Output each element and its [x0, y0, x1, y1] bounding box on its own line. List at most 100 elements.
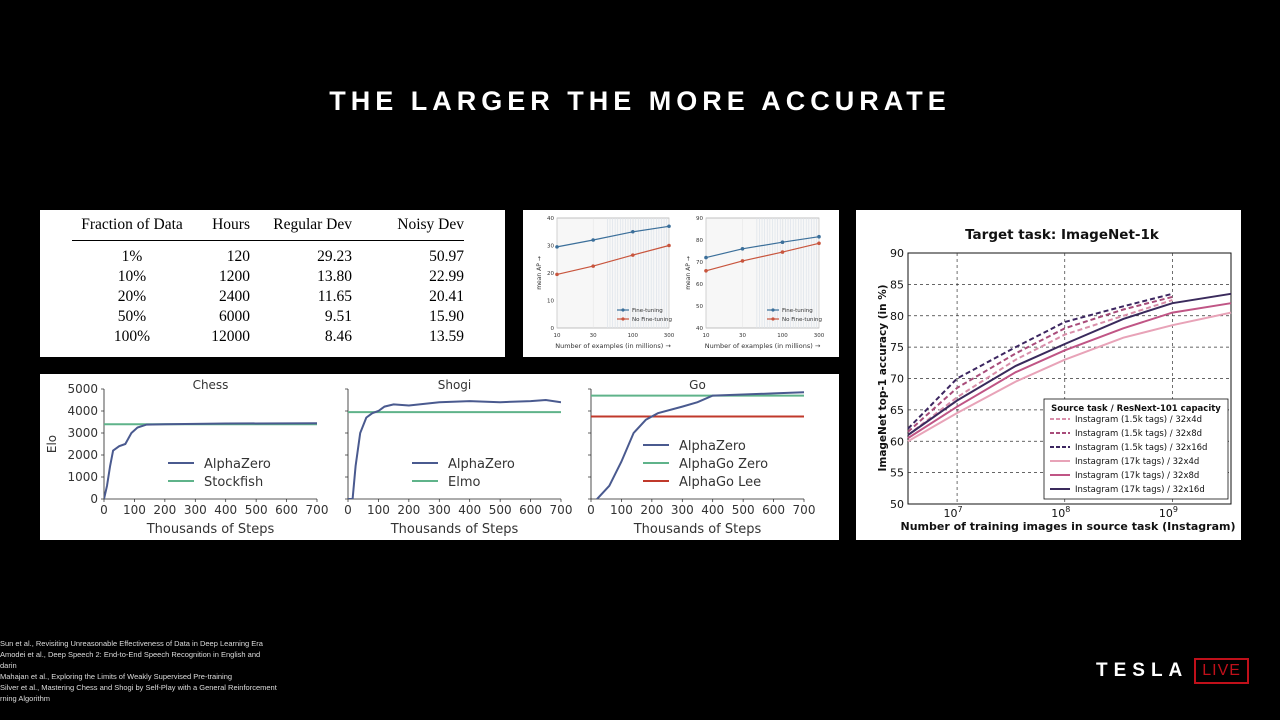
x-tick-label: 200	[153, 503, 176, 517]
legend-label: AlphaZero	[204, 457, 271, 472]
x-axis-label: Number of training images in source task…	[900, 520, 1235, 533]
series-line	[705, 242, 820, 272]
legend-title: Source task / ResNext-101 capacity	[1051, 404, 1221, 414]
legend-label: AlphaZero	[448, 457, 515, 472]
plot-area	[705, 217, 820, 329]
data-point	[817, 241, 821, 246]
y-tick-label: 2000	[67, 448, 98, 462]
detection-chart: 10 30 100 300 40 50 60 70 80 90 mean AP → Number of…	[685, 216, 825, 350]
y-tick-label: 50	[890, 498, 904, 511]
x-tick-label: 500	[245, 503, 268, 517]
series-line	[907, 292, 1173, 430]
y-tick-label: 65	[890, 404, 904, 417]
x-tick-label: 400	[214, 503, 237, 517]
x-tick-label: 107	[944, 505, 963, 520]
x-tick-label: 30	[590, 333, 597, 339]
y-tick-label: 0	[551, 326, 555, 332]
legend-marker	[771, 308, 775, 312]
x-axis-label: Thousands of Steps	[390, 522, 519, 537]
table-row: 100% 12000 8.46 13.59	[72, 327, 464, 347]
chart-title: Target task: ImageNet-1k	[965, 227, 1160, 243]
tesla-wordmark: TESLA	[1096, 660, 1189, 681]
table-row: 50% 6000 9.51 15.90	[72, 307, 464, 327]
series-line	[348, 398, 561, 499]
y-tick-label: 80	[696, 238, 703, 244]
table-cell: 22.99	[429, 268, 464, 285]
series-line	[596, 391, 804, 499]
data-point	[667, 243, 671, 248]
x-tick-label: 10	[703, 333, 710, 339]
imagenet-chart-panel: Target task: ImageNet-1k 50 55 60 65 70 75 80 85…	[856, 210, 1241, 540]
y-tick-label: 80	[890, 310, 904, 323]
table-cell: 9.51	[324, 308, 352, 325]
y-axis-label: ImageNet top-1 accuracy (in %)	[877, 284, 889, 471]
y-tick-label: 90	[890, 247, 904, 260]
x-tick-label: 100	[628, 333, 639, 339]
legend-label: No Fine-tuning	[632, 317, 672, 323]
y-tick-label: 75	[890, 341, 904, 354]
y-tick-label: 0	[90, 492, 98, 506]
slide-title: THE LARGER THE MORE ACCURATE	[329, 86, 951, 116]
series-line	[907, 311, 1232, 443]
x-tick-label: 200	[640, 503, 663, 517]
data-point	[780, 240, 785, 244]
data-point	[555, 245, 559, 249]
legend-box	[1043, 398, 1229, 500]
table-cell: 100%	[113, 328, 151, 345]
y-axis-label: Elo	[45, 435, 59, 453]
x-tick-label: 0	[344, 503, 352, 517]
x-tick-label: 300	[664, 333, 675, 339]
elo-chart: Go 0 100 200 300 400 500 600 700 Thousands of Ste…	[587, 378, 815, 537]
legend-label: AlphaGo Zero	[679, 457, 768, 472]
x-tick-label: 100	[777, 333, 788, 339]
x-axis-label: Thousands of Steps	[633, 522, 762, 537]
x-tick-label: 30	[739, 333, 746, 339]
y-tick-label: 30	[547, 244, 554, 250]
data-point	[631, 229, 635, 234]
y-tick-label: 1000	[67, 470, 98, 484]
table-cell: 15.90	[429, 308, 464, 325]
x-axis-label: Number of examples (in millions) →	[705, 342, 821, 350]
x-tick-label: 109	[1159, 505, 1178, 520]
table-row: 1% 120 29.23 50.97	[72, 241, 464, 268]
series-line	[907, 292, 1232, 436]
y-tick-label: 4000	[67, 404, 98, 418]
x-tick-label: 100	[367, 503, 390, 517]
legend-label: No Fine-tuning	[782, 317, 822, 323]
detection-charts-panel: 10 30 100 300 0 10 20 30 40 mean AP → Number of ex…	[523, 210, 839, 357]
live-badge: LIVE	[1194, 658, 1249, 684]
column-header: Noisy Dev	[352, 214, 464, 241]
x-tick-label: 108	[1051, 505, 1070, 520]
series-line	[907, 295, 1173, 433]
x-axis-label: Number of examples (in millions) →	[555, 342, 671, 350]
y-tick-label: 10	[547, 299, 554, 305]
y-tick-label: 60	[890, 435, 904, 448]
table-cell: 13.59	[429, 328, 464, 345]
table-cell: 11.65	[317, 288, 352, 305]
y-tick-label: 70	[890, 373, 904, 386]
data-point	[780, 250, 785, 254]
legend: Source task / ResNext-101 capacity Instag…	[1043, 398, 1229, 500]
chart-title: Shogi	[438, 378, 472, 392]
data-point	[740, 259, 745, 263]
reference-line: Sun et al., Revisiting Unreasonable Effe…	[0, 639, 263, 648]
elo-chart: Shogi 0 100 200 300 400 500 600 700 Thousands of …	[344, 378, 572, 537]
data-point	[667, 224, 671, 229]
y-tick-label: 50	[696, 304, 703, 310]
tesla-live-logo: TESLA LIVE	[1096, 657, 1249, 685]
series-line	[907, 299, 1173, 436]
legend-label: Fine-tuning	[782, 308, 813, 314]
table-cell: 20.41	[429, 288, 464, 305]
x-tick-label: 600	[275, 503, 298, 517]
legend-label: Instagram (17k tags) / 32x8d	[1075, 471, 1199, 481]
x-tick-label: 200	[397, 503, 420, 517]
y-tick-label: 55	[890, 467, 904, 480]
x-tick-label: 100	[610, 503, 633, 517]
legend-marker	[621, 317, 625, 321]
series-line	[556, 225, 670, 248]
table-cell: 1200	[219, 268, 250, 285]
x-tick-label: 300	[671, 503, 694, 517]
data-table: Fraction of Data Hours Regular Dev Noisy…	[72, 214, 464, 347]
reference-line: darin	[0, 661, 17, 670]
